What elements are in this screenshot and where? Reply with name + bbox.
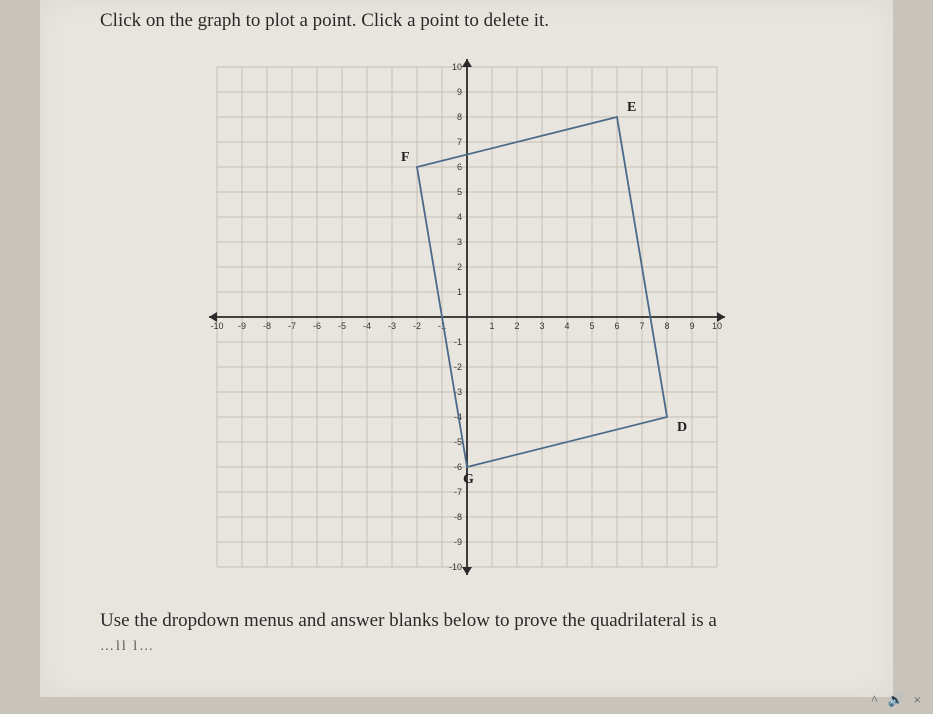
svg-text:10: 10 bbox=[711, 321, 721, 331]
svg-text:G: G bbox=[463, 472, 474, 487]
mute-indicator: × bbox=[914, 692, 921, 708]
svg-text:-8: -8 bbox=[262, 321, 270, 331]
svg-text:-7: -7 bbox=[453, 487, 461, 497]
svg-text:-10: -10 bbox=[210, 321, 223, 331]
prompt-text: Use the dropdown menus and answer blanks… bbox=[100, 607, 833, 636]
svg-text:-4: -4 bbox=[362, 321, 370, 331]
chevron-up-icon[interactable]: ^ bbox=[871, 692, 877, 708]
svg-text:-1: -1 bbox=[453, 337, 461, 347]
graph-container: -10 -9 -8 -7 -6 -5 -4 -3 -2 -1 1 2 3 4 5 6 7 8 9 10 1 2 3 4 5 6 7 8… bbox=[100, 57, 833, 577]
svg-text:1: 1 bbox=[489, 321, 494, 331]
svg-text:4: 4 bbox=[456, 212, 461, 222]
svg-text:6: 6 bbox=[456, 162, 461, 172]
svg-text:5: 5 bbox=[589, 321, 594, 331]
svg-text:-9: -9 bbox=[237, 321, 245, 331]
svg-text:2: 2 bbox=[456, 262, 461, 272]
svg-text:-9: -9 bbox=[453, 537, 461, 547]
svg-text:7: 7 bbox=[639, 321, 644, 331]
svg-text:-2: -2 bbox=[412, 321, 420, 331]
svg-text:4: 4 bbox=[564, 321, 569, 331]
svg-text:-8: -8 bbox=[453, 512, 461, 522]
svg-text:2: 2 bbox=[514, 321, 519, 331]
svg-text:7: 7 bbox=[456, 137, 461, 147]
svg-text:-2: -2 bbox=[453, 362, 461, 372]
speaker-icon[interactable]: 🔊 bbox=[887, 692, 903, 708]
instruction-text: Click on the graph to plot a point. Clic… bbox=[100, 10, 833, 32]
svg-text:9: 9 bbox=[456, 87, 461, 97]
svg-text:6: 6 bbox=[614, 321, 619, 331]
svg-text:-3: -3 bbox=[387, 321, 395, 331]
prompt-partial: …ll l… bbox=[100, 636, 833, 657]
svg-text:8: 8 bbox=[664, 321, 669, 331]
coordinate-graph[interactable]: -10 -9 -8 -7 -6 -5 -4 -3 -2 -1 1 2 3 4 5 6 7 8 9 10 1 2 3 4 5 6 7 8… bbox=[207, 57, 727, 577]
svg-text:-5: -5 bbox=[453, 437, 461, 447]
svg-text:3: 3 bbox=[456, 237, 461, 247]
svg-text:-7: -7 bbox=[287, 321, 295, 331]
svg-text:10: 10 bbox=[451, 62, 461, 72]
svg-text:-5: -5 bbox=[337, 321, 345, 331]
system-tray: ^ 🔊 × bbox=[871, 692, 921, 708]
worksheet-panel: Click on the graph to plot a point. Clic… bbox=[40, 0, 893, 697]
svg-text:5: 5 bbox=[456, 187, 461, 197]
svg-text:-10: -10 bbox=[448, 562, 461, 572]
svg-text:8: 8 bbox=[456, 112, 461, 122]
svg-text:3: 3 bbox=[539, 321, 544, 331]
svg-text:D: D bbox=[677, 420, 687, 435]
svg-text:-6: -6 bbox=[453, 462, 461, 472]
svg-text:F: F bbox=[401, 150, 410, 165]
svg-text:E: E bbox=[627, 100, 636, 115]
svg-text:9: 9 bbox=[689, 321, 694, 331]
svg-text:-6: -6 bbox=[312, 321, 320, 331]
svg-text:1: 1 bbox=[456, 287, 461, 297]
